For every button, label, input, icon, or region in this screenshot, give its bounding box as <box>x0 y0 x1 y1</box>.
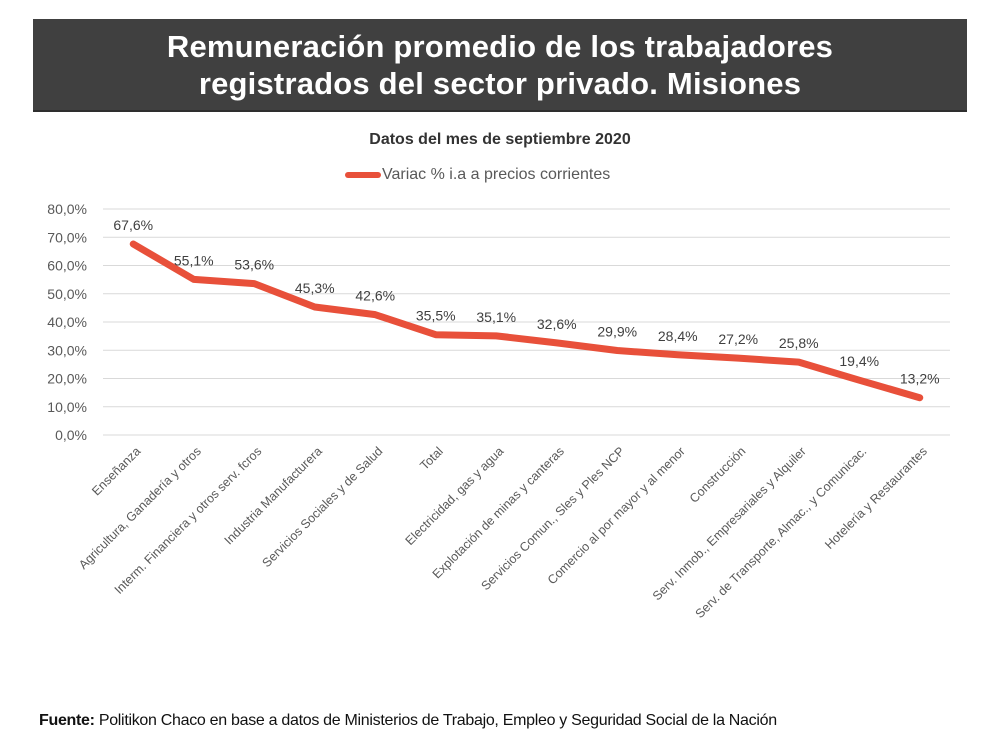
data-labels: 67,6% 55,1% 53,6% 45,3% 42,6% 35,5% 35,1% 32,6%… <box>113 217 939 387</box>
y-tick-label: 70,0% <box>47 229 87 245</box>
y-tick-label: 50,0% <box>47 286 87 302</box>
x-tick-label: Explotación de minas y canteras <box>430 444 567 581</box>
x-tick-label: Comercio al por mayor y al menor <box>545 444 688 587</box>
legend: Variac % i.a a precios corrientes <box>345 166 610 184</box>
data-label: 35,1% <box>476 309 516 325</box>
data-label: 67,6% <box>113 217 153 233</box>
x-tick-label: Industria Manufacturera <box>222 444 325 547</box>
y-tick-label: 10,0% <box>47 399 87 415</box>
data-label: 35,5% <box>416 308 456 324</box>
data-label: 42,6% <box>355 288 395 304</box>
y-tick-label: 0,0% <box>55 427 87 443</box>
data-label: 19,4% <box>839 353 879 369</box>
title-banner: Remuneración promedio de los trabajadore… <box>33 19 967 112</box>
legend-line-swatch <box>345 172 381 178</box>
data-label: 55,1% <box>174 252 214 268</box>
x-tick-label: Electricidad, gas y agua <box>403 444 507 548</box>
series-line-group <box>129 240 924 402</box>
y-tick-label: 40,0% <box>47 314 87 330</box>
x-tick-label: Total <box>417 444 446 473</box>
x-tick-label: Agricultura, Ganadería y otros <box>76 444 204 572</box>
chart-title: Datos del mes de septiembre 2020 <box>369 131 631 148</box>
y-tick-label: 80,0% <box>47 201 87 217</box>
data-label: 25,8% <box>779 335 819 351</box>
data-label: 32,6% <box>537 316 577 332</box>
data-label: 45,3% <box>295 280 335 296</box>
data-label: 13,2% <box>900 371 940 387</box>
x-tick-label: Enseñanza <box>89 444 143 498</box>
y-axis-tick-labels: 0,0% 10,0% 20,0% 30,0% 40,0% 50,0% 60,0% 70,0% 8… <box>47 201 87 443</box>
data-label: 28,4% <box>658 328 698 344</box>
data-label: 53,6% <box>234 257 274 273</box>
title-line-2: registrados del sector privado. Misiones <box>198 65 802 101</box>
data-label: 27,2% <box>718 331 758 347</box>
y-tick-label: 30,0% <box>47 342 87 358</box>
source-note: Fuente: Politikon Chaco en base a datos … <box>39 712 777 730</box>
y-tick-label: 60,0% <box>47 258 87 274</box>
data-label: 29,9% <box>597 324 637 340</box>
x-tick-label: Hotelería y Restaurantes <box>822 444 930 552</box>
gridlines <box>103 208 950 436</box>
source-label: Fuente: <box>39 712 95 729</box>
x-tick-label: Construcción <box>687 444 749 506</box>
series-line <box>129 240 924 402</box>
legend-label: Variac % i.a a precios corrientes <box>382 166 611 183</box>
x-tick-label: Servicios Sociales y de Salud <box>260 444 386 570</box>
y-tick-label: 20,0% <box>47 371 87 387</box>
title-line-1: Remuneración promedio de los trabajadore… <box>166 28 834 64</box>
source-text: Politikon Chaco en base a datos de Minis… <box>94 712 777 729</box>
